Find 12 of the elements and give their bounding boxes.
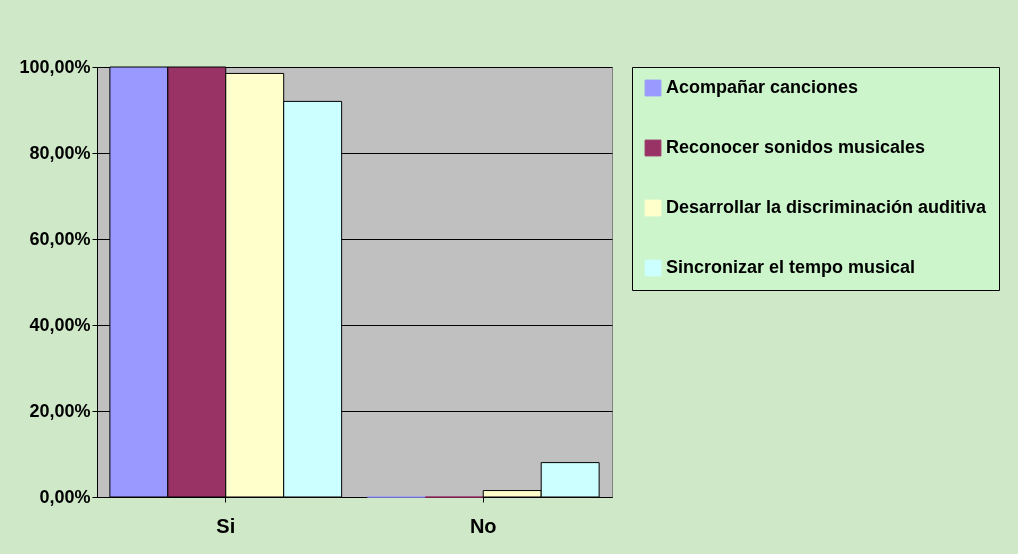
y-tick-label: 0,00% — [39, 486, 91, 507]
legend-label: Desarrollar la discriminación auditiva — [666, 197, 988, 217]
y-tick-label: 20,00% — [29, 400, 91, 421]
legend-label: Reconocer sonidos musicales — [666, 137, 926, 157]
y-tick-label: 100,00% — [19, 56, 91, 77]
legend-label: Sincronizar el tempo musical — [666, 257, 916, 277]
x-tick-label: Si — [216, 514, 236, 537]
legend-label: Acompañar canciones — [666, 77, 859, 97]
x-tick-label: No — [469, 514, 497, 537]
y-tick-label: 80,00% — [29, 142, 91, 163]
y-tick-label: 60,00% — [29, 228, 91, 249]
y-tick-label: 40,00% — [29, 314, 91, 335]
